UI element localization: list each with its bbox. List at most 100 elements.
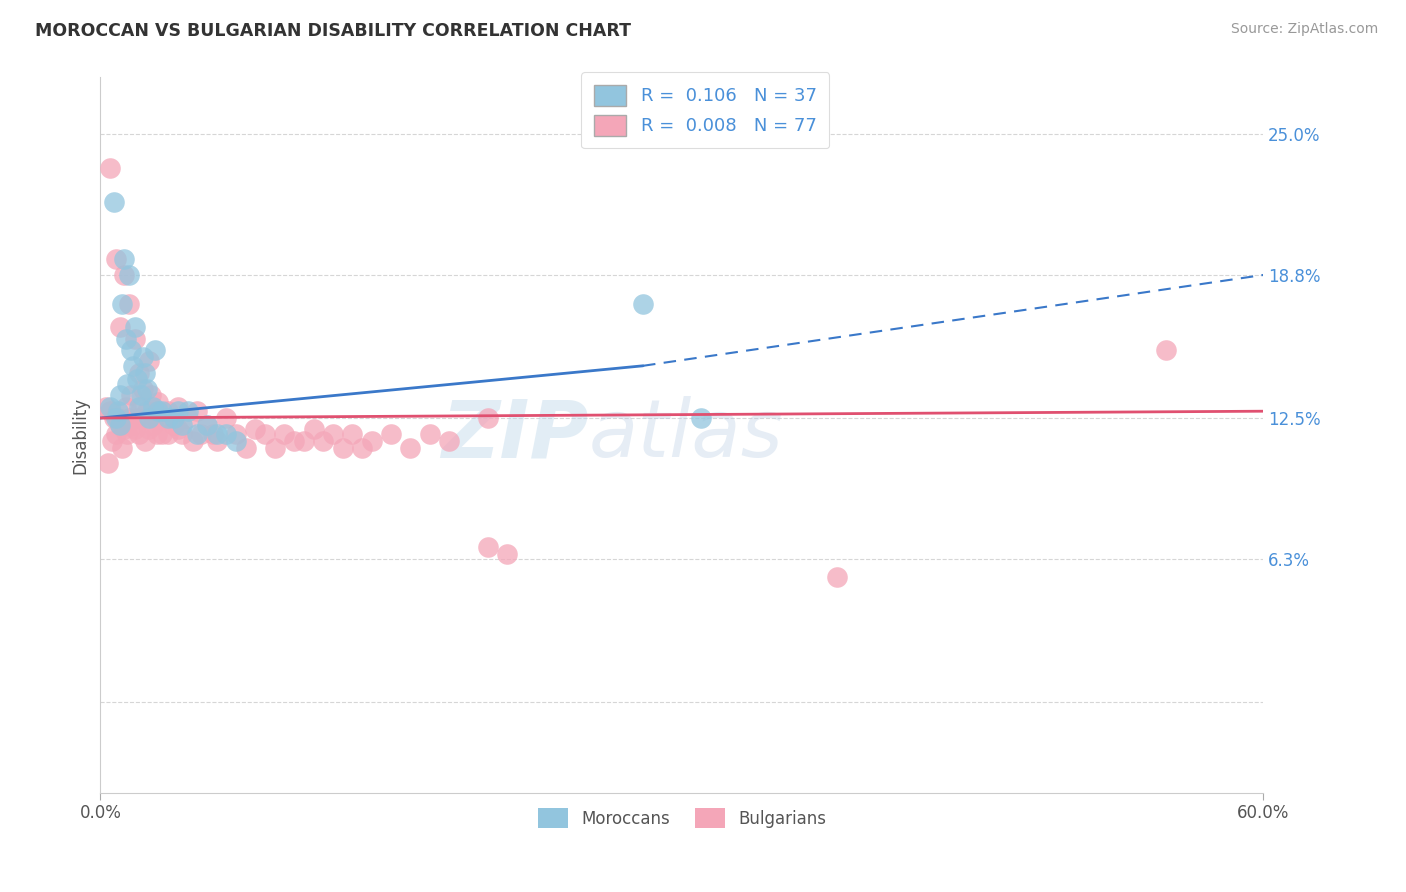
Text: Source: ZipAtlas.com: Source: ZipAtlas.com bbox=[1230, 22, 1378, 37]
Point bbox=[170, 417, 193, 432]
Point bbox=[186, 426, 208, 441]
Text: atlas: atlas bbox=[589, 396, 783, 474]
Point bbox=[143, 343, 166, 357]
Point bbox=[292, 434, 315, 448]
Point bbox=[195, 417, 218, 432]
Point bbox=[225, 426, 247, 441]
Point bbox=[103, 411, 125, 425]
Point bbox=[380, 426, 402, 441]
Point bbox=[135, 404, 157, 418]
Point bbox=[302, 422, 325, 436]
Point bbox=[107, 404, 129, 418]
Point bbox=[150, 426, 173, 441]
Point bbox=[118, 268, 141, 282]
Point bbox=[114, 400, 136, 414]
Point bbox=[120, 388, 142, 402]
Point bbox=[120, 343, 142, 357]
Point bbox=[143, 411, 166, 425]
Point bbox=[138, 354, 160, 368]
Point bbox=[111, 297, 134, 311]
Point bbox=[163, 411, 186, 425]
Point bbox=[176, 411, 198, 425]
Point bbox=[157, 411, 180, 425]
Point bbox=[114, 332, 136, 346]
Point bbox=[107, 411, 129, 425]
Point bbox=[128, 366, 150, 380]
Point bbox=[104, 426, 127, 441]
Point bbox=[134, 434, 156, 448]
Point bbox=[183, 434, 205, 448]
Point bbox=[153, 411, 176, 425]
Point bbox=[98, 404, 121, 418]
Point bbox=[273, 426, 295, 441]
Text: ZIP: ZIP bbox=[441, 396, 589, 474]
Point bbox=[139, 388, 162, 402]
Point bbox=[148, 404, 170, 418]
Point bbox=[342, 426, 364, 441]
Point bbox=[225, 434, 247, 448]
Point bbox=[195, 417, 218, 432]
Point bbox=[419, 426, 441, 441]
Point bbox=[111, 441, 134, 455]
Point bbox=[132, 350, 155, 364]
Point bbox=[157, 404, 180, 418]
Point bbox=[124, 320, 146, 334]
Point bbox=[190, 426, 212, 441]
Point bbox=[163, 417, 186, 432]
Point bbox=[108, 320, 131, 334]
Point bbox=[112, 252, 135, 266]
Point bbox=[104, 411, 127, 425]
Point bbox=[135, 382, 157, 396]
Point bbox=[148, 395, 170, 409]
Point bbox=[145, 426, 167, 441]
Point bbox=[150, 404, 173, 418]
Point bbox=[167, 422, 190, 436]
Point bbox=[128, 426, 150, 441]
Point bbox=[127, 372, 149, 386]
Point bbox=[399, 441, 422, 455]
Point bbox=[437, 434, 460, 448]
Point bbox=[148, 404, 170, 418]
Point bbox=[360, 434, 382, 448]
Point bbox=[108, 388, 131, 402]
Point bbox=[98, 400, 121, 414]
Point bbox=[1156, 343, 1178, 357]
Point bbox=[477, 541, 499, 555]
Point bbox=[263, 441, 285, 455]
Point bbox=[112, 268, 135, 282]
Point bbox=[117, 376, 139, 391]
Point bbox=[245, 422, 267, 436]
Point bbox=[350, 441, 373, 455]
Point bbox=[124, 332, 146, 346]
Point bbox=[132, 382, 155, 396]
Point bbox=[118, 297, 141, 311]
Point bbox=[205, 434, 228, 448]
Point bbox=[98, 161, 121, 176]
Point bbox=[201, 426, 224, 441]
Point bbox=[142, 400, 165, 414]
Point bbox=[825, 570, 848, 584]
Point bbox=[129, 400, 152, 414]
Point bbox=[108, 417, 131, 432]
Point bbox=[235, 441, 257, 455]
Point bbox=[186, 404, 208, 418]
Point bbox=[124, 422, 146, 436]
Point bbox=[138, 411, 160, 425]
Text: MOROCCAN VS BULGARIAN DISABILITY CORRELATION CHART: MOROCCAN VS BULGARIAN DISABILITY CORRELA… bbox=[35, 22, 631, 40]
Point bbox=[142, 417, 165, 432]
Point bbox=[254, 426, 277, 441]
Point bbox=[134, 366, 156, 380]
Point bbox=[112, 422, 135, 436]
Point bbox=[205, 426, 228, 441]
Point bbox=[477, 411, 499, 425]
Point bbox=[167, 404, 190, 418]
Legend: Moroccans, Bulgarians: Moroccans, Bulgarians bbox=[531, 802, 832, 834]
Point bbox=[170, 426, 193, 441]
Point bbox=[122, 359, 145, 373]
Point bbox=[138, 422, 160, 436]
Point bbox=[117, 426, 139, 441]
Point bbox=[127, 411, 149, 425]
Point bbox=[283, 434, 305, 448]
Point bbox=[104, 252, 127, 266]
Point bbox=[97, 457, 120, 471]
